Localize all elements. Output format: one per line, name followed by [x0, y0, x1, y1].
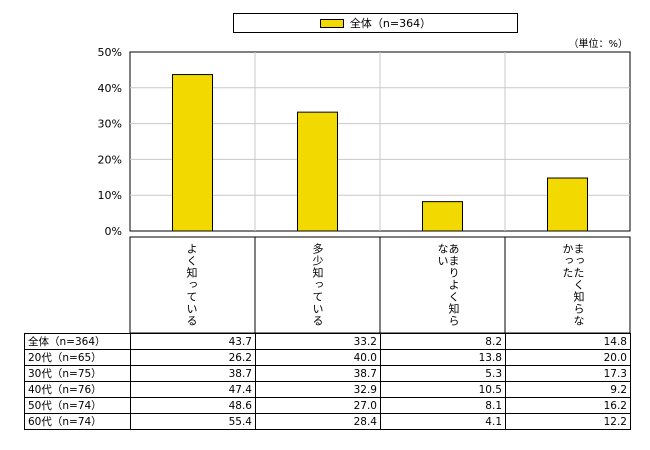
- row-label: 50代（n=74）: [24, 397, 131, 414]
- table-cell: 55.4: [130, 413, 256, 430]
- table-cell: 38.7: [255, 365, 381, 382]
- bar: [172, 74, 213, 232]
- row-label: 60代（n=74）: [24, 413, 131, 430]
- y-tick-label: 0%: [105, 225, 122, 238]
- table-cell: 4.1: [380, 413, 506, 430]
- bar: [297, 111, 338, 232]
- y-tick-label: 40%: [98, 82, 122, 95]
- unit-label: （単位：%）: [568, 39, 628, 50]
- row-label: 40代（n=76）: [24, 381, 131, 398]
- legend-swatch: [319, 18, 344, 28]
- row-label: 20代（n=65）: [24, 349, 131, 366]
- category-label: あまりよく知らない: [436, 243, 460, 327]
- table-cell: 28.4: [255, 413, 381, 430]
- legend: 全体（n=364）: [233, 13, 518, 33]
- table-row: 20代（n=65） 26.2 40.0 13.8 20.0: [24, 349, 631, 366]
- table-row: 50代（n=74） 48.6 27.0 8.1 16.2: [24, 397, 631, 414]
- table-cell: 33.2: [255, 333, 381, 350]
- row-label: 30代（n=75）: [24, 365, 131, 382]
- table-cell: 8.2: [380, 333, 506, 350]
- table-cell: 32.9: [255, 381, 381, 398]
- y-tick-label: 30%: [98, 118, 122, 131]
- table-row: 40代（n=76） 47.4 32.9 10.5 9.2: [24, 381, 631, 398]
- table-row: 全体（n=364） 43.7 33.2 8.2 14.8: [24, 333, 631, 350]
- bar: [422, 201, 463, 232]
- y-tick-label: 50%: [98, 46, 122, 59]
- table-cell: 13.8: [380, 349, 506, 366]
- category-label: よく知っている: [185, 243, 198, 327]
- table-cell: 27.0: [255, 397, 381, 414]
- bar: [547, 177, 588, 232]
- table-cell: 43.7: [130, 333, 256, 350]
- table-cell: 48.6: [130, 397, 256, 414]
- category-label: 多少知っている: [311, 243, 324, 327]
- row-label: 全体（n=364）: [24, 333, 131, 350]
- table-row: 30代（n=75） 38.7 38.7 5.3 17.3: [24, 365, 631, 382]
- category-label: まったく知らなかった: [561, 243, 585, 327]
- table-cell: 10.5: [380, 381, 506, 398]
- data-table: 全体（n=364） 43.7 33.2 8.2 14.8 20代（n=65） 26.2 40.…: [24, 333, 631, 430]
- table-cell: 17.3: [505, 365, 631, 382]
- table-cell: 38.7: [130, 365, 256, 382]
- table-cell: 47.4: [130, 381, 256, 398]
- table-cell: 8.1: [380, 397, 506, 414]
- y-tick-label: 20%: [98, 153, 122, 166]
- table-cell: 20.0: [505, 349, 631, 366]
- table-cell: 16.2: [505, 397, 631, 414]
- table-cell: 14.8: [505, 333, 631, 350]
- table-cell: 12.2: [505, 413, 631, 430]
- table-cell: 5.3: [380, 365, 506, 382]
- table-cell: 26.2: [130, 349, 256, 366]
- table-cell: 9.2: [505, 381, 631, 398]
- y-tick-label: 10%: [98, 189, 122, 202]
- table-cell: 40.0: [255, 349, 381, 366]
- legend-label: 全体（n=364）: [349, 17, 432, 30]
- table-row: 60代（n=74） 55.4 28.4 4.1 12.2: [24, 413, 631, 430]
